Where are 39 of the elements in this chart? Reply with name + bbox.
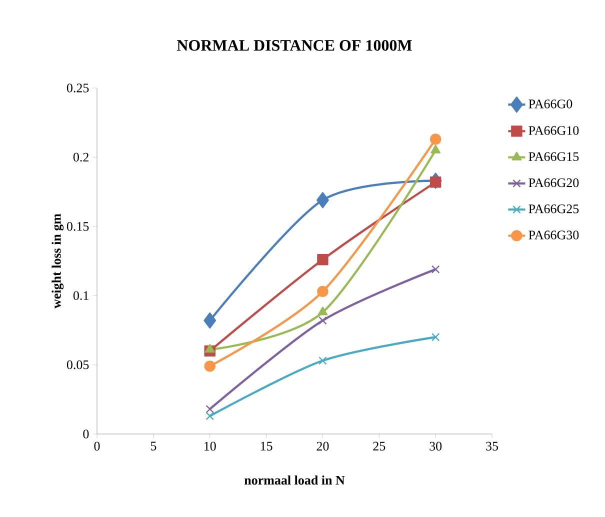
point <box>430 144 441 154</box>
point <box>206 412 214 420</box>
chart-title: NORMAL DISTANCE OF 1000M <box>176 40 412 51</box>
point <box>204 360 216 372</box>
x-tick-label: 5 <box>150 442 156 450</box>
point <box>204 344 215 353</box>
x-tick-label: 20 <box>316 442 329 451</box>
point <box>316 192 329 208</box>
x-tick-label: 25 <box>373 442 386 451</box>
legend-label: PA66G20 <box>528 178 579 188</box>
point <box>318 306 328 316</box>
y-tick-label: 0.15 <box>66 222 89 231</box>
y-axis-title: weight loss in gm <box>52 214 64 308</box>
point <box>430 134 442 145</box>
x-axis-title: normaal load in N <box>244 475 345 485</box>
point <box>430 176 442 188</box>
point <box>318 356 327 365</box>
y-tick-label: 0.05 <box>66 360 89 370</box>
y-tick-label: 0.2 <box>73 152 88 162</box>
x-tick-label: 30 <box>430 442 442 451</box>
point <box>431 332 440 342</box>
y-tick-label: 0 <box>83 430 89 438</box>
x-tick-label: 35 <box>486 442 498 451</box>
y-tick-label: 0.25 <box>66 84 89 92</box>
x-tick-label: 15 <box>260 442 272 451</box>
x-tick-label: 10 <box>204 442 216 451</box>
point <box>206 404 214 414</box>
point <box>431 265 440 274</box>
point <box>317 286 328 298</box>
legend-label: PA66G15 <box>528 152 579 161</box>
point <box>204 312 216 329</box>
point <box>317 254 328 266</box>
point <box>318 316 327 325</box>
y-tick-label: 0.1 <box>73 291 88 300</box>
legend-label: PA66G25 <box>528 204 579 214</box>
legend-label: PA66G30 <box>528 230 579 240</box>
legend-label: PA66G10 <box>528 126 579 135</box>
x-tick-label: 0 <box>94 442 100 451</box>
legend-label: PA66G0 <box>528 100 572 108</box>
